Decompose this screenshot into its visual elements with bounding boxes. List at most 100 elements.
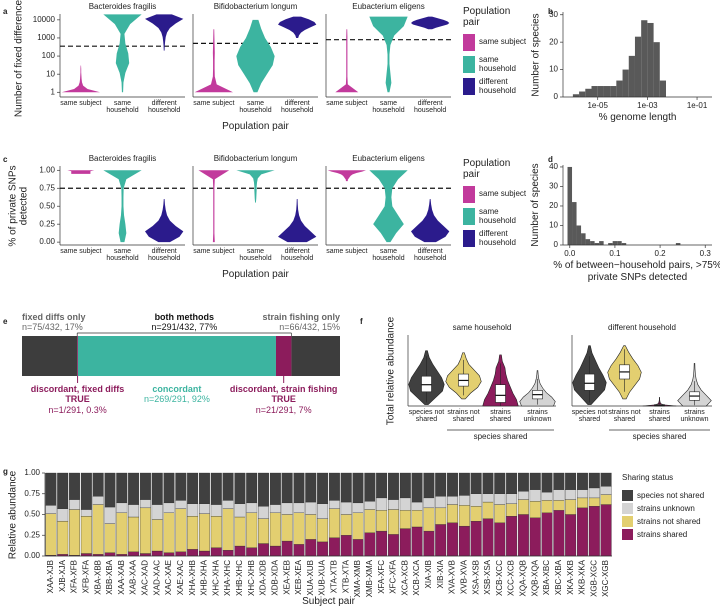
x-tick-label: XBB-XBA [105, 559, 114, 594]
histogram-bar [621, 243, 627, 245]
x-tick-label: same subject [60, 248, 102, 255]
histogram-bar [647, 22, 654, 97]
facet-title: Bacteroides fragilis [89, 2, 157, 11]
bar-segment [388, 509, 399, 535]
legend-title: Population pair [463, 6, 511, 28]
bar-segment [92, 504, 104, 555]
bar-segment [411, 510, 423, 528]
annotation-title: both methods [154, 312, 215, 322]
y-tick-label: 30 [549, 10, 558, 19]
bar-segment [139, 472, 151, 500]
facet-title: different household [608, 323, 676, 332]
bar-segment [482, 493, 494, 503]
x-tick-label: strains unknown [523, 409, 552, 424]
bar-segment [588, 487, 600, 499]
bar-segment [246, 502, 258, 513]
bar-segment [600, 486, 612, 495]
bar-segment [328, 472, 340, 501]
histogram-bar [659, 80, 667, 97]
bar-segment [423, 507, 435, 532]
bar-segment [529, 489, 541, 502]
violin [198, 170, 230, 243]
bar-segment [92, 472, 104, 497]
x-tick-label: XJB-XJA [58, 559, 67, 592]
histogram-bar [628, 55, 635, 97]
x-tick-label: XBA-XBC [542, 560, 551, 595]
bar-segment [565, 499, 577, 515]
histogram-bar [675, 243, 681, 245]
histogram-bar [567, 166, 573, 245]
facet-title: Eubacterium eligens [352, 154, 424, 163]
x-tick-label: XFC-XFA [389, 559, 398, 593]
bar-segment [104, 472, 116, 508]
bar-segment [22, 336, 78, 376]
x-tick-label: XGC-XGB [601, 560, 610, 597]
panel-label: a [3, 7, 8, 16]
y-tick-label: 30 [549, 182, 558, 191]
bar-segment [470, 520, 482, 557]
y-tick-label: 1.00 [39, 165, 55, 174]
x-tick-label: XBA-XBB [93, 560, 102, 595]
bar-segment [600, 472, 612, 487]
violin [61, 65, 100, 93]
bar-segment [577, 507, 588, 557]
bar-segment [352, 472, 364, 504]
bar-segment [234, 472, 246, 504]
bar-segment [458, 472, 470, 496]
violin [327, 170, 366, 182]
x-tick-label: XFB-XFA [81, 559, 90, 593]
bar-segment [187, 549, 199, 557]
bar-segment [376, 472, 388, 499]
bar-segment [447, 472, 458, 497]
y-tick-label: 0.00 [39, 237, 55, 246]
bar-segment [104, 523, 116, 553]
histogram-bar [576, 225, 582, 245]
bar-segment [187, 503, 199, 517]
box [584, 373, 595, 391]
violin [369, 16, 408, 93]
bar-segment [128, 504, 140, 518]
x-tick-label: different household [281, 248, 314, 263]
bar-segment [163, 472, 175, 504]
histogram-bar [608, 243, 613, 245]
x-tick-label: XBC-XBA [554, 559, 563, 595]
violin [103, 14, 142, 93]
y-tick-label: 10 [46, 69, 55, 78]
bar-segment [553, 489, 565, 501]
histogram-bar [594, 243, 600, 245]
bar-segment [234, 503, 246, 518]
bar-segment [541, 491, 553, 501]
y-tick-label: 0.75 [24, 489, 40, 498]
bar-segment [116, 502, 128, 513]
annotation-text: n=21/291, 7% [255, 404, 312, 415]
bar-segment [69, 509, 80, 556]
x-tick-label: XIA-XIB [424, 560, 433, 588]
y-axis-title: Total relative abundance [384, 316, 396, 425]
bar-segment [80, 516, 92, 554]
bar-segment [376, 510, 388, 532]
bar-segment [506, 472, 518, 494]
bar-segment [275, 336, 292, 376]
bar-segment [388, 472, 399, 500]
bar-segment [210, 504, 222, 517]
bar-segment [116, 472, 128, 504]
x-axis-title: Population pair [222, 121, 289, 132]
bar-segment [364, 501, 376, 510]
x-tick-label: same subject [326, 248, 368, 255]
bar-segment [352, 539, 364, 557]
x-tick-label: XAC-XAE [164, 560, 173, 595]
bar-segment [577, 472, 588, 490]
bar-segment [258, 472, 269, 507]
bracket-label: species shared [633, 432, 687, 441]
bar-segment [423, 530, 435, 557]
x-axis-title: Subject pair [302, 596, 355, 607]
bar-segment [482, 472, 494, 494]
bar-segment [588, 472, 600, 489]
bar-segment [423, 472, 435, 499]
bar-segment [139, 499, 151, 509]
annotation-text: n=269/291, 92% [144, 394, 210, 405]
x-tick-label: different household [414, 100, 447, 115]
bar-segment [328, 500, 340, 509]
legend-label: different household [479, 229, 516, 247]
histogram-bar [622, 69, 629, 97]
